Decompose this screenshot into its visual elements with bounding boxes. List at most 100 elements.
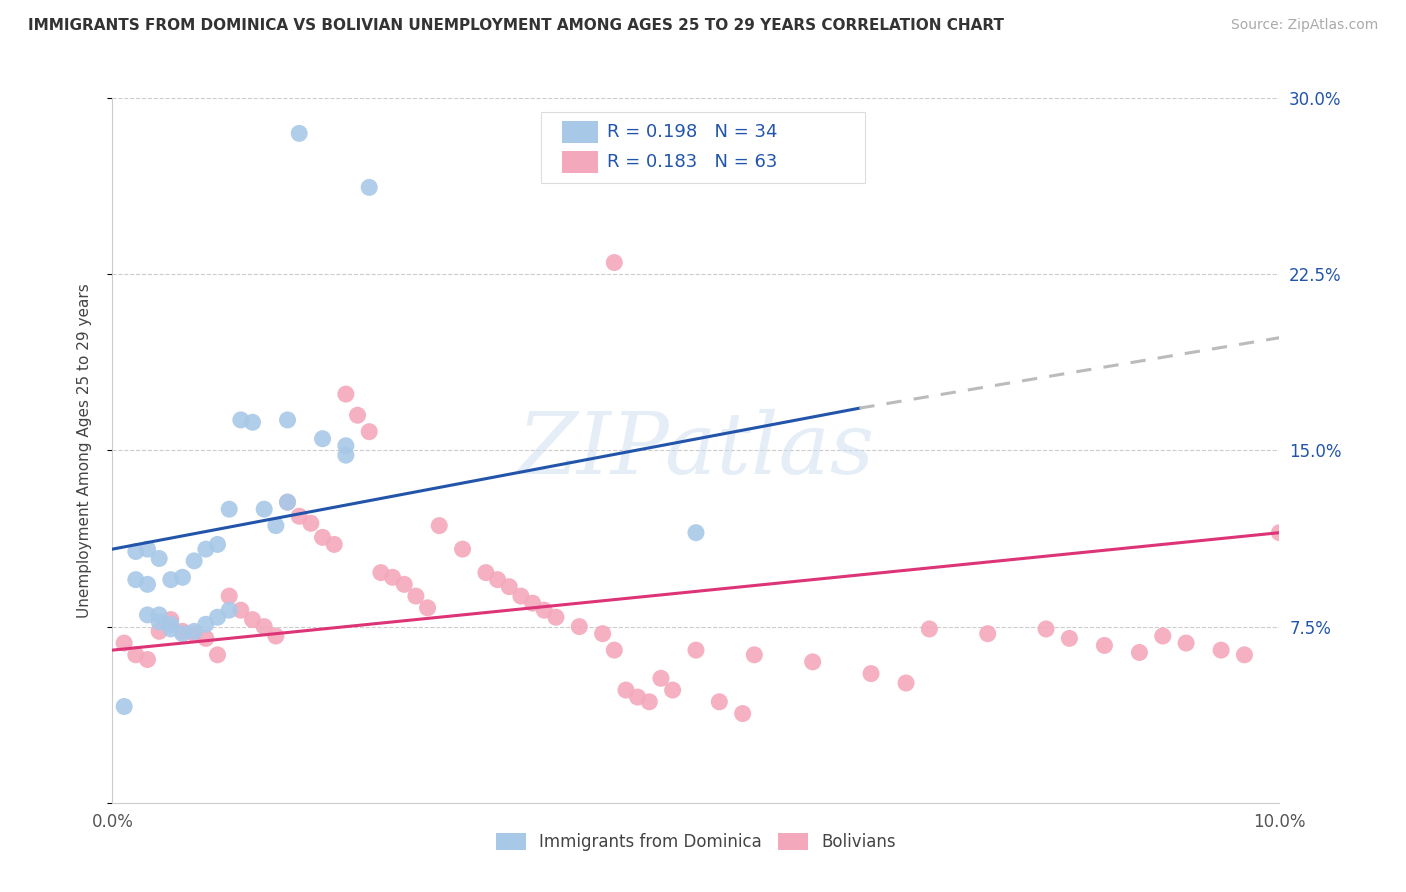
Point: [172, 626, 194, 640]
Point: [685, 525, 707, 540]
Text: Source: ZipAtlas.com: Source: ZipAtlas.com: [1230, 18, 1378, 32]
Point: [509, 589, 531, 603]
Point: [112, 699, 135, 714]
Point: [335, 387, 357, 401]
Text: R = 0.183   N = 63: R = 0.183 N = 63: [607, 153, 778, 171]
Point: [194, 632, 217, 646]
Point: [160, 622, 183, 636]
Point: [288, 509, 311, 524]
Point: [172, 624, 194, 639]
Point: [160, 617, 183, 632]
Point: [242, 415, 264, 429]
Point: [522, 596, 544, 610]
Point: [860, 666, 883, 681]
Point: [148, 624, 170, 639]
Point: [264, 518, 287, 533]
Point: [253, 502, 276, 516]
Y-axis label: Unemployment Among Ages 25 to 29 years: Unemployment Among Ages 25 to 29 years: [77, 283, 91, 618]
Point: [394, 577, 416, 591]
Point: [335, 439, 357, 453]
Point: [183, 554, 205, 568]
Point: [592, 626, 614, 640]
Point: [1175, 636, 1198, 650]
Point: [125, 544, 148, 558]
Point: [1152, 629, 1174, 643]
Point: [731, 706, 754, 721]
Point: [311, 432, 333, 446]
Point: [381, 570, 404, 584]
Text: ZIPatlas: ZIPatlas: [517, 409, 875, 491]
Point: [125, 648, 148, 662]
Point: [276, 413, 298, 427]
Point: [323, 537, 346, 551]
Point: [194, 542, 217, 557]
Point: [638, 695, 661, 709]
Point: [218, 589, 240, 603]
Point: [370, 566, 392, 580]
Point: [533, 603, 555, 617]
Point: [1128, 645, 1150, 659]
Point: [160, 613, 183, 627]
Point: [264, 629, 287, 643]
Point: [416, 600, 439, 615]
Point: [218, 502, 240, 516]
Point: [359, 425, 381, 439]
Point: [207, 648, 229, 662]
Legend: Immigrants from Dominica, Bolivians: Immigrants from Dominica, Bolivians: [489, 826, 903, 858]
Point: [183, 624, 205, 639]
Point: [976, 626, 998, 640]
Point: [172, 570, 194, 584]
Point: [1233, 648, 1256, 662]
Point: [568, 619, 591, 633]
Point: [451, 542, 474, 557]
Point: [229, 603, 252, 617]
Point: [498, 580, 520, 594]
Point: [136, 607, 159, 622]
Point: [207, 537, 229, 551]
Point: [475, 566, 498, 580]
Point: [1094, 639, 1116, 653]
Point: [1209, 643, 1232, 657]
Point: [603, 643, 626, 657]
Point: [253, 619, 276, 633]
Point: [299, 516, 322, 531]
Point: [218, 603, 240, 617]
Point: [229, 413, 252, 427]
Point: [160, 573, 183, 587]
Text: R = 0.198   N = 34: R = 0.198 N = 34: [607, 123, 778, 141]
Point: [335, 448, 357, 462]
Point: [136, 652, 159, 666]
Point: [661, 683, 683, 698]
Point: [346, 408, 368, 422]
Point: [544, 610, 567, 624]
Point: [742, 648, 765, 662]
Point: [311, 530, 333, 544]
Point: [427, 518, 450, 533]
Point: [627, 690, 650, 705]
Point: [685, 643, 707, 657]
Point: [603, 255, 626, 269]
Point: [136, 542, 159, 557]
Point: [148, 551, 170, 566]
Point: [614, 683, 637, 698]
Point: [242, 613, 264, 627]
Point: [1268, 525, 1291, 540]
Point: [136, 577, 159, 591]
Point: [148, 615, 170, 629]
Point: [276, 495, 298, 509]
Point: [148, 607, 170, 622]
Point: [125, 573, 148, 587]
Point: [1059, 632, 1081, 646]
Point: [894, 676, 917, 690]
Point: [1035, 622, 1057, 636]
Text: IMMIGRANTS FROM DOMINICA VS BOLIVIAN UNEMPLOYMENT AMONG AGES 25 TO 29 YEARS CORR: IMMIGRANTS FROM DOMINICA VS BOLIVIAN UNE…: [28, 18, 1004, 33]
Point: [405, 589, 427, 603]
Point: [183, 626, 205, 640]
Point: [276, 495, 298, 509]
Point: [288, 126, 311, 140]
Point: [918, 622, 941, 636]
Point: [650, 671, 672, 685]
Point: [359, 180, 381, 194]
Point: [207, 610, 229, 624]
Point: [486, 573, 509, 587]
